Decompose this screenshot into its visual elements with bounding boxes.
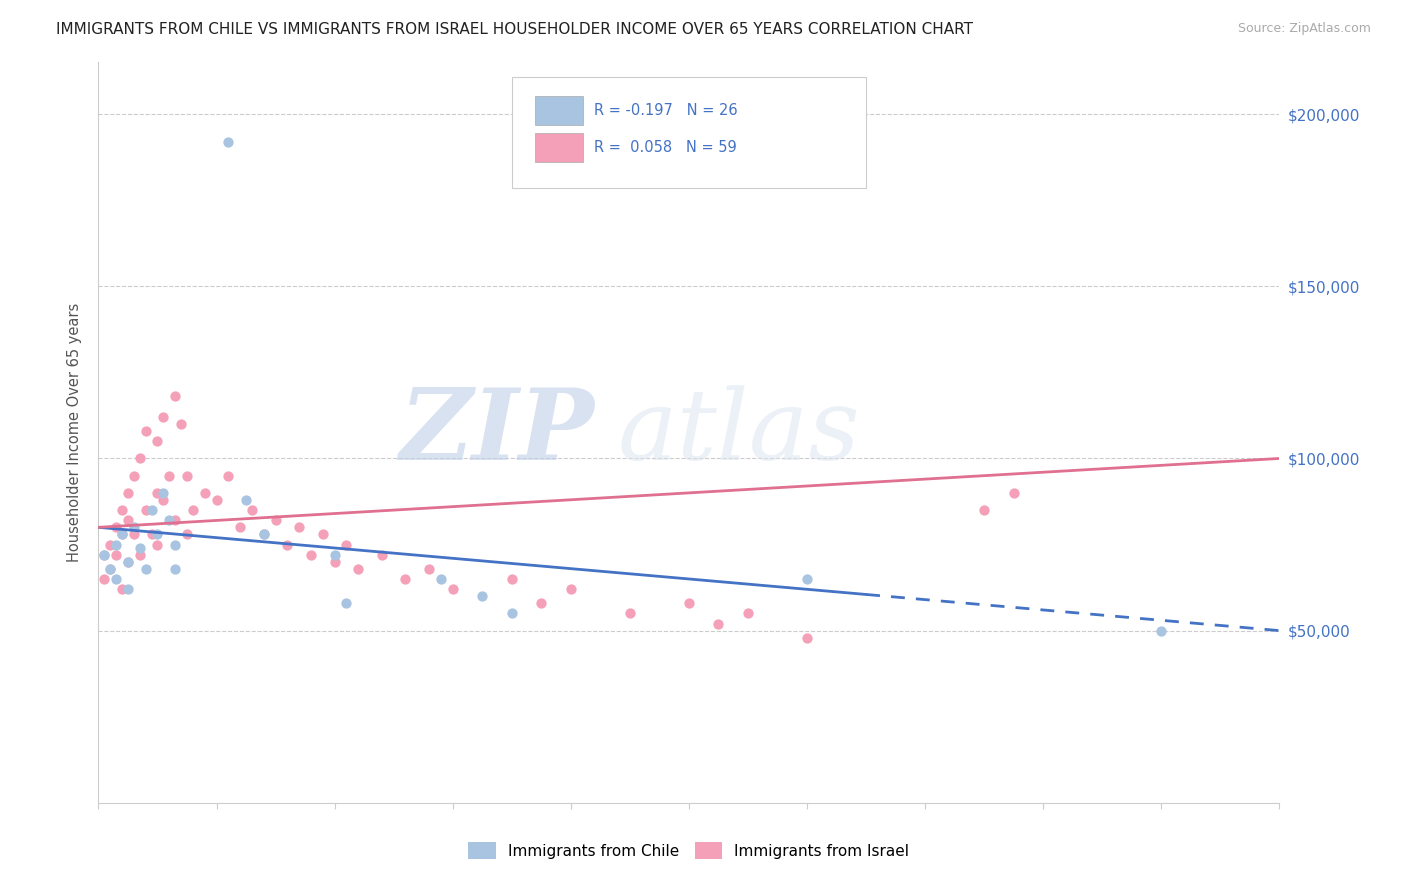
Point: [276, 537, 298, 551]
Point: [678, 596, 700, 610]
Point: [128, 541, 150, 555]
Point: [217, 135, 239, 149]
Point: [105, 548, 128, 562]
Point: [146, 527, 169, 541]
Point: [973, 503, 995, 517]
Text: ZIP: ZIP: [399, 384, 595, 481]
Point: [165, 513, 187, 527]
Point: [165, 561, 187, 575]
Point: [117, 486, 139, 500]
Point: [288, 520, 311, 534]
Point: [157, 513, 180, 527]
Point: [394, 572, 416, 586]
Point: [170, 417, 193, 431]
Point: [122, 468, 145, 483]
Point: [111, 503, 134, 517]
Point: [347, 561, 370, 575]
Point: [253, 527, 276, 541]
Point: [253, 527, 276, 541]
Point: [98, 537, 121, 551]
Point: [105, 572, 128, 586]
Point: [105, 537, 128, 551]
Point: [135, 561, 157, 575]
Text: atlas: atlas: [619, 385, 860, 480]
Point: [176, 527, 198, 541]
Point: [165, 389, 187, 403]
Point: [335, 596, 357, 610]
Point: [157, 468, 180, 483]
Point: [141, 527, 163, 541]
Point: [235, 492, 257, 507]
Text: R =  0.058   N = 59: R = 0.058 N = 59: [595, 140, 737, 155]
Point: [737, 607, 759, 621]
Point: [619, 607, 641, 621]
Point: [323, 555, 346, 569]
Point: [471, 589, 494, 603]
Point: [796, 631, 818, 645]
Point: [93, 548, 115, 562]
Point: [430, 572, 453, 586]
Point: [122, 520, 145, 534]
Point: [418, 561, 440, 575]
Point: [93, 572, 115, 586]
Point: [312, 527, 335, 541]
Point: [796, 572, 818, 586]
Point: [152, 410, 174, 425]
Point: [1150, 624, 1173, 638]
Point: [181, 503, 204, 517]
Point: [299, 548, 322, 562]
Point: [217, 468, 239, 483]
Point: [146, 537, 169, 551]
Point: [205, 492, 228, 507]
Point: [111, 527, 134, 541]
Point: [371, 548, 394, 562]
Text: IMMIGRANTS FROM CHILE VS IMMIGRANTS FROM ISRAEL HOUSEHOLDER INCOME OVER 65 YEARS: IMMIGRANTS FROM CHILE VS IMMIGRANTS FROM…: [56, 22, 973, 37]
Point: [264, 513, 287, 527]
Point: [141, 503, 163, 517]
Point: [111, 527, 134, 541]
Point: [530, 596, 553, 610]
Point: [135, 424, 157, 438]
Point: [117, 582, 139, 597]
Legend: Immigrants from Chile, Immigrants from Israel: Immigrants from Chile, Immigrants from I…: [463, 836, 915, 865]
Point: [152, 486, 174, 500]
Point: [93, 548, 115, 562]
Point: [111, 582, 134, 597]
Point: [152, 492, 174, 507]
Y-axis label: Householder Income Over 65 years: Householder Income Over 65 years: [67, 303, 83, 562]
Point: [501, 572, 523, 586]
Point: [240, 503, 263, 517]
Point: [146, 486, 169, 500]
Text: Source: ZipAtlas.com: Source: ZipAtlas.com: [1237, 22, 1371, 36]
Bar: [536, 133, 582, 162]
FancyBboxPatch shape: [512, 78, 866, 188]
Point: [98, 561, 121, 575]
Point: [146, 434, 169, 449]
Point: [135, 503, 157, 517]
Point: [105, 520, 128, 534]
Point: [229, 520, 252, 534]
Point: [122, 527, 145, 541]
Text: R = -0.197   N = 26: R = -0.197 N = 26: [595, 103, 738, 118]
Point: [128, 451, 150, 466]
Point: [323, 548, 346, 562]
Point: [194, 486, 217, 500]
Point: [335, 537, 357, 551]
Point: [117, 555, 139, 569]
Point: [165, 537, 187, 551]
Point: [560, 582, 582, 597]
Point: [117, 555, 139, 569]
Point: [176, 468, 198, 483]
Point: [501, 607, 523, 621]
Point: [128, 548, 150, 562]
Point: [117, 513, 139, 527]
Point: [1002, 486, 1025, 500]
Bar: [536, 95, 582, 126]
Point: [441, 582, 464, 597]
Point: [98, 561, 121, 575]
Point: [707, 616, 730, 631]
